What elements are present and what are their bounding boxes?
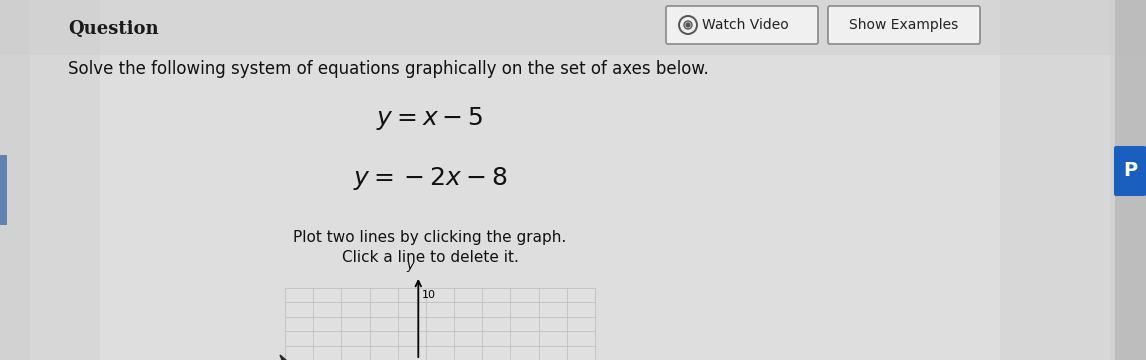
FancyBboxPatch shape: [829, 6, 980, 44]
Text: Solve the following system of equations graphically on the set of axes below.: Solve the following system of equations …: [68, 60, 708, 78]
Text: Plot two lines by clicking the graph.: Plot two lines by clicking the graph.: [293, 230, 566, 245]
Text: $y$: $y$: [407, 260, 416, 274]
Bar: [0, 155, 7, 225]
Circle shape: [686, 23, 690, 27]
Bar: [1115, 0, 1146, 360]
Bar: [100, 0, 1000, 360]
Bar: [0, 0, 1146, 55]
Text: Show Examples: Show Examples: [849, 18, 958, 32]
Text: Watch Video: Watch Video: [702, 18, 788, 32]
Bar: [285, 288, 595, 360]
FancyBboxPatch shape: [1114, 146, 1146, 196]
Polygon shape: [280, 355, 295, 360]
Text: $y = -2x - 8$: $y = -2x - 8$: [353, 165, 508, 192]
Text: Question: Question: [68, 20, 158, 38]
Text: P: P: [1123, 162, 1137, 180]
Text: 10: 10: [422, 290, 437, 300]
FancyBboxPatch shape: [666, 6, 818, 44]
Text: Click a line to delete it.: Click a line to delete it.: [342, 250, 518, 265]
Text: $y = x - 5$: $y = x - 5$: [376, 105, 484, 132]
